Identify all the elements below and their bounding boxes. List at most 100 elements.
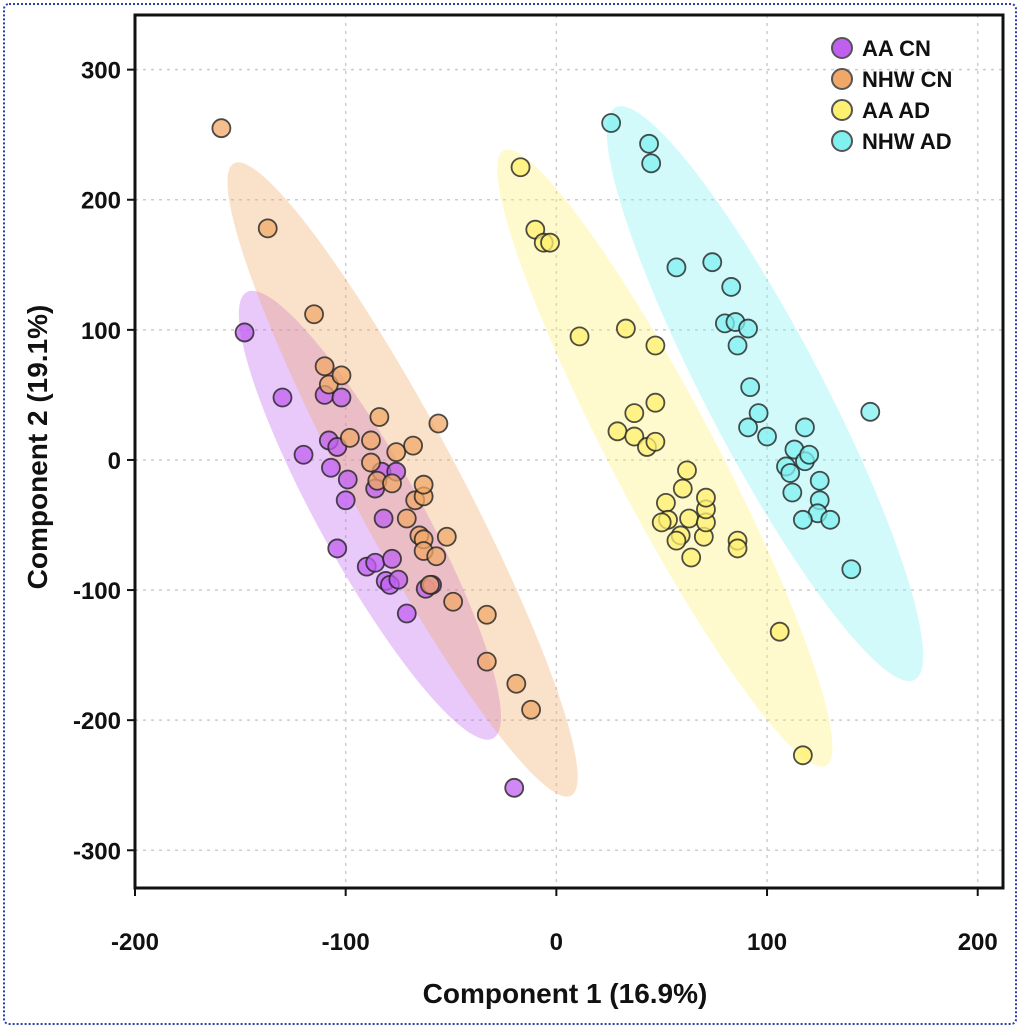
data-point xyxy=(396,508,417,529)
confidence-ellipse xyxy=(238,290,501,740)
y-tick-label: 200 xyxy=(81,188,121,215)
data-point xyxy=(335,490,356,511)
legend-marker xyxy=(831,68,853,90)
data-point xyxy=(386,442,407,463)
data-point xyxy=(721,277,742,297)
data-points xyxy=(211,113,881,798)
data-point xyxy=(428,413,449,434)
data-point xyxy=(601,113,622,133)
data-point xyxy=(365,552,386,573)
data-point xyxy=(645,335,666,356)
data-point xyxy=(211,118,232,139)
confidence-ellipse xyxy=(606,106,924,682)
data-point xyxy=(795,417,815,438)
data-point xyxy=(641,153,662,174)
data-point xyxy=(748,403,769,424)
x-tick-label: -200 xyxy=(111,929,159,956)
data-point xyxy=(426,546,447,567)
data-point xyxy=(645,392,666,413)
data-point xyxy=(607,421,628,442)
data-point xyxy=(361,452,381,473)
data-point xyxy=(738,417,758,438)
y-axis-label: Component 2 (19.1%) xyxy=(22,305,53,590)
confidence-ellipse xyxy=(497,149,833,767)
data-point xyxy=(396,603,417,624)
data-point xyxy=(420,574,440,595)
axis-ticks: -200 -100 0 100 200 300 200 100 0 -100 -200 -300 xyxy=(73,58,998,956)
data-point xyxy=(651,512,672,533)
data-point xyxy=(321,457,341,478)
y-tick-label: 300 xyxy=(81,58,121,85)
data-point xyxy=(339,427,360,448)
y-tick-label: -300 xyxy=(73,838,121,865)
data-point xyxy=(656,492,676,513)
data-point xyxy=(373,508,394,529)
data-point xyxy=(820,509,841,530)
grid xyxy=(134,15,1003,888)
data-point xyxy=(780,463,801,483)
data-point xyxy=(234,322,255,343)
legend-label: NHW AD xyxy=(862,129,952,154)
data-point xyxy=(569,326,590,347)
data-point xyxy=(504,777,525,798)
x-tick-label: 0 xyxy=(550,929,563,956)
data-point xyxy=(257,218,278,239)
data-point xyxy=(740,377,761,397)
data-point xyxy=(540,232,560,253)
x-tick-label: -100 xyxy=(322,929,370,956)
data-point xyxy=(727,538,748,559)
data-point xyxy=(696,487,716,508)
legend-label: AA AD xyxy=(862,98,930,123)
x-axis-label: Component 1 (16.9%) xyxy=(423,978,708,1009)
data-point xyxy=(799,444,820,465)
y-tick-label: 100 xyxy=(81,318,121,345)
legend-label: NHW CN xyxy=(862,67,952,92)
data-point xyxy=(738,318,758,339)
data-point xyxy=(506,673,527,694)
data-point xyxy=(327,538,348,559)
y-tick-label: -100 xyxy=(73,578,121,605)
y-tick-label: -200 xyxy=(73,708,121,735)
x-tick-label: 200 xyxy=(958,929,998,956)
data-point xyxy=(769,621,790,642)
data-point xyxy=(679,508,699,529)
data-point xyxy=(757,426,777,447)
legend-label: AA CN xyxy=(862,36,931,61)
plot-frame xyxy=(133,13,1005,890)
data-point xyxy=(293,444,314,465)
data-point xyxy=(615,318,636,339)
data-point xyxy=(510,157,531,178)
data-point xyxy=(666,530,687,551)
y-tick-label: 0 xyxy=(108,448,121,475)
data-point xyxy=(639,133,659,154)
data-point xyxy=(645,431,666,452)
data-point xyxy=(314,356,335,377)
data-point xyxy=(476,604,497,625)
data-point xyxy=(361,430,381,451)
x-tick-label: 100 xyxy=(747,929,787,956)
image-border xyxy=(3,3,1017,1025)
data-point xyxy=(624,426,645,447)
data-point xyxy=(624,403,645,424)
data-point xyxy=(792,509,813,530)
legend-marker xyxy=(831,99,853,121)
data-point xyxy=(702,252,723,273)
data-point xyxy=(860,401,881,422)
data-point xyxy=(331,387,352,408)
data-point xyxy=(809,470,830,491)
data-point xyxy=(304,304,324,325)
data-point xyxy=(331,365,352,386)
data-point xyxy=(681,547,702,568)
legend: AA CN NHW CN AA AD NHW AD xyxy=(831,36,952,154)
data-point xyxy=(388,569,409,590)
data-point xyxy=(677,460,697,481)
data-point xyxy=(782,482,803,503)
data-point xyxy=(792,745,813,766)
data-point xyxy=(727,335,748,356)
data-point xyxy=(521,699,541,720)
data-point xyxy=(382,548,402,569)
data-point xyxy=(443,591,464,612)
data-point xyxy=(666,257,687,278)
data-point xyxy=(672,478,693,499)
